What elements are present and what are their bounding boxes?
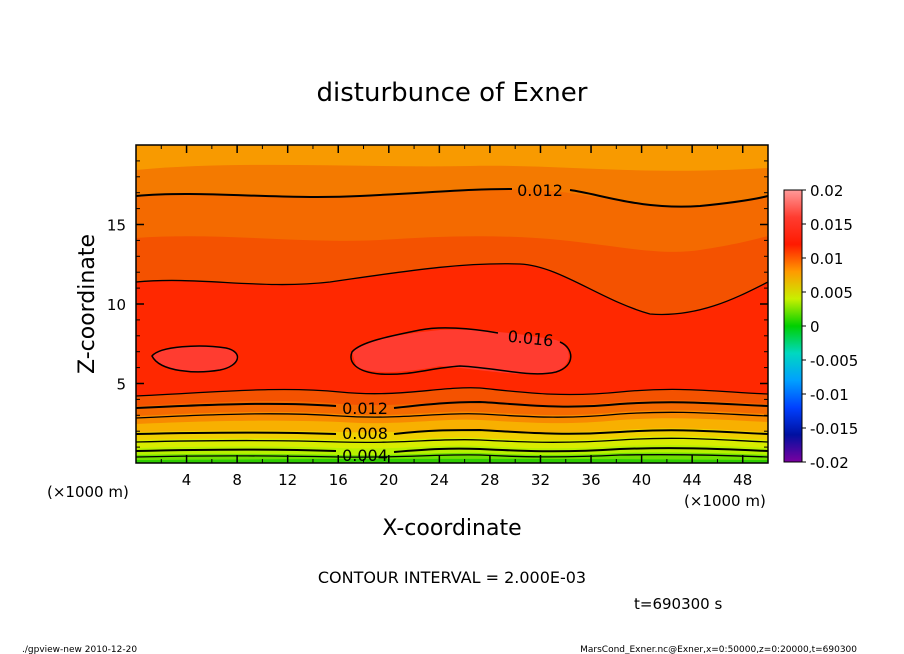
colorbar-tick-label: -0.015: [810, 420, 858, 438]
x-tick-label: 36: [581, 471, 600, 489]
colorbar-tick-label: -0.01: [810, 386, 849, 404]
footer-right: MarsCond_Exner.nc@Exner,x=0:50000,z=0:20…: [580, 645, 857, 654]
x-unit-left: (×1000 m): [47, 483, 129, 501]
contour-0.014-upper: [136, 263, 768, 316]
contour-0.006-low: [136, 437, 768, 444]
y-tick-label: 10: [107, 296, 126, 314]
contour-0.016-center: [350, 327, 572, 376]
time-text: t=690300 s: [634, 595, 722, 613]
x-tick-label: 16: [329, 471, 348, 489]
contour-0.004-low: [136, 447, 768, 453]
contour-interval-text: CONTOUR INTERVAL = 2.000E-03: [318, 568, 586, 587]
colorbar-tick-label: 0.02: [810, 182, 843, 200]
x-tick-label: 12: [278, 471, 297, 489]
colorbar-tick-label: 0.005: [810, 284, 853, 302]
contour-label-upper: 0.012: [517, 181, 563, 200]
contour-label-core: 0.016: [507, 327, 555, 351]
contour-label-low-0.008: 0.008: [342, 424, 388, 443]
x-axis-label: X-coordinate: [382, 516, 521, 541]
x-tick-label: 4: [182, 471, 192, 489]
colorbar-tick-label: 0: [810, 318, 820, 336]
contour-label-low-0.004: 0.004: [342, 446, 388, 465]
colorbar-gradient: [783, 189, 803, 463]
band-level-0.000-low: [136, 458, 768, 463]
plot-area: 0.012 0.016 0.012 0.008 0.004: [136, 145, 768, 465]
colorbar-tick-label: -0.005: [810, 352, 858, 370]
contour-0.012-low: [136, 400, 768, 409]
colorbar-tick-label: -0.02: [810, 454, 849, 472]
colorbar-tick-label: 0.01: [810, 250, 843, 268]
contour-0.016-left: [151, 345, 239, 373]
contour-0.012-upper: [136, 188, 768, 208]
contour-lines: [136, 188, 768, 458]
contour-0.014-low: [136, 387, 768, 397]
colorbar-tick-label: 0.015: [810, 216, 853, 234]
y-axis: 5 10 15: [107, 160, 768, 448]
x-tick-label: 28: [480, 471, 499, 489]
contour-label-low-0.012: 0.012: [342, 399, 388, 418]
band-core-center: [352, 329, 569, 375]
contour-0.008-low: [136, 428, 768, 435]
x-unit-right: (×1000 m): [684, 492, 766, 510]
x-tick-label: 24: [430, 471, 449, 489]
chart-title: disturbunce of Exner: [317, 78, 588, 108]
colorbar: 0.02 0.015 0.01 0.005 0 -0.005 -0.01 -0.015 -0.0…: [783, 182, 858, 472]
y-tick-label: 5: [116, 376, 126, 394]
x-tick-label: 32: [531, 471, 550, 489]
contour-0.002-low: [136, 453, 768, 458]
x-axis: 4 8 12 16 20 24 28 32 36 40 44 48: [160, 145, 752, 489]
x-tick-label: 20: [379, 471, 398, 489]
contour-0.010-low: [136, 411, 768, 419]
x-tick-label: 44: [683, 471, 702, 489]
y-axis-label: Z-coordinate: [75, 234, 100, 374]
y-tick-label: 15: [107, 217, 126, 235]
x-tick-label: 40: [632, 471, 651, 489]
footer-left: ./gpview-new 2010-12-20: [22, 645, 137, 654]
x-tick-label: 8: [232, 471, 242, 489]
band-core-left: [152, 346, 238, 372]
x-tick-label: 48: [733, 471, 752, 489]
